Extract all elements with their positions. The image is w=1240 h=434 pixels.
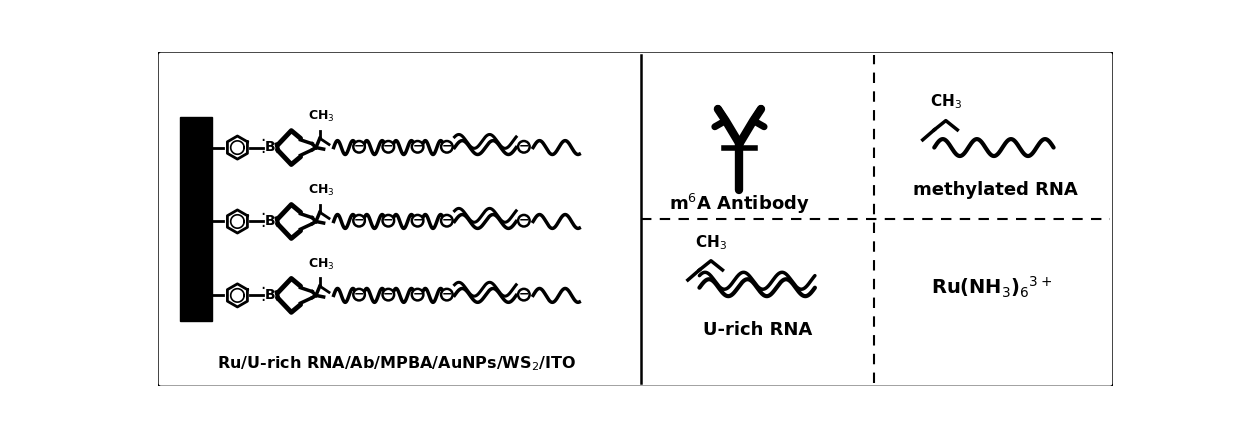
Text: −: − (413, 140, 423, 153)
Text: CH$_3$: CH$_3$ (308, 183, 335, 198)
Text: −: − (441, 140, 453, 153)
Circle shape (353, 215, 365, 227)
Text: B: B (264, 214, 275, 228)
Text: U-rich RNA: U-rich RNA (703, 321, 812, 339)
Circle shape (353, 289, 365, 300)
Text: ·: · (260, 206, 265, 224)
Text: −: − (518, 214, 529, 227)
Text: −: − (413, 214, 423, 227)
Text: methylated RNA: methylated RNA (914, 181, 1079, 199)
Circle shape (383, 141, 394, 153)
Circle shape (412, 141, 423, 153)
Circle shape (518, 289, 529, 300)
Text: CH$_3$: CH$_3$ (308, 257, 335, 272)
Text: ·: · (260, 218, 265, 236)
Text: ·: · (260, 280, 265, 298)
FancyBboxPatch shape (157, 51, 1114, 387)
Circle shape (518, 215, 529, 227)
Circle shape (353, 141, 365, 153)
Text: m$^6$A Antibody: m$^6$A Antibody (670, 192, 810, 216)
Text: −: − (353, 214, 365, 227)
Text: −: − (518, 288, 529, 301)
Text: B: B (264, 288, 275, 302)
Circle shape (441, 215, 453, 227)
Text: −: − (353, 288, 365, 301)
Text: CH$_3$: CH$_3$ (930, 93, 962, 112)
Text: −: − (383, 140, 393, 153)
Text: B: B (264, 140, 275, 154)
Circle shape (518, 141, 529, 153)
Text: −: − (441, 214, 453, 227)
Text: Ru(NH$_3$)$_6$$^{3+}$: Ru(NH$_3$)$_6$$^{3+}$ (931, 275, 1053, 300)
Circle shape (412, 289, 423, 300)
Text: CH$_3$: CH$_3$ (308, 109, 335, 125)
Circle shape (383, 215, 394, 227)
Text: −: − (383, 214, 393, 227)
Circle shape (441, 141, 453, 153)
Text: −: − (353, 140, 365, 153)
Text: ·: · (260, 292, 265, 310)
Text: Ru/U-rich RNA/Ab/MPBA/AuNPs/WS$_2$/ITO: Ru/U-rich RNA/Ab/MPBA/AuNPs/WS$_2$/ITO (217, 354, 577, 372)
Text: −: − (383, 288, 393, 301)
Text: ·: · (260, 132, 265, 151)
Text: ·: · (260, 144, 265, 162)
Circle shape (383, 289, 394, 300)
Text: −: − (518, 140, 529, 153)
Text: −: − (441, 288, 453, 301)
Bar (180, 117, 212, 321)
Text: −: − (413, 288, 423, 301)
Circle shape (412, 215, 423, 227)
Text: CH$_3$: CH$_3$ (694, 233, 727, 252)
Circle shape (441, 289, 453, 300)
